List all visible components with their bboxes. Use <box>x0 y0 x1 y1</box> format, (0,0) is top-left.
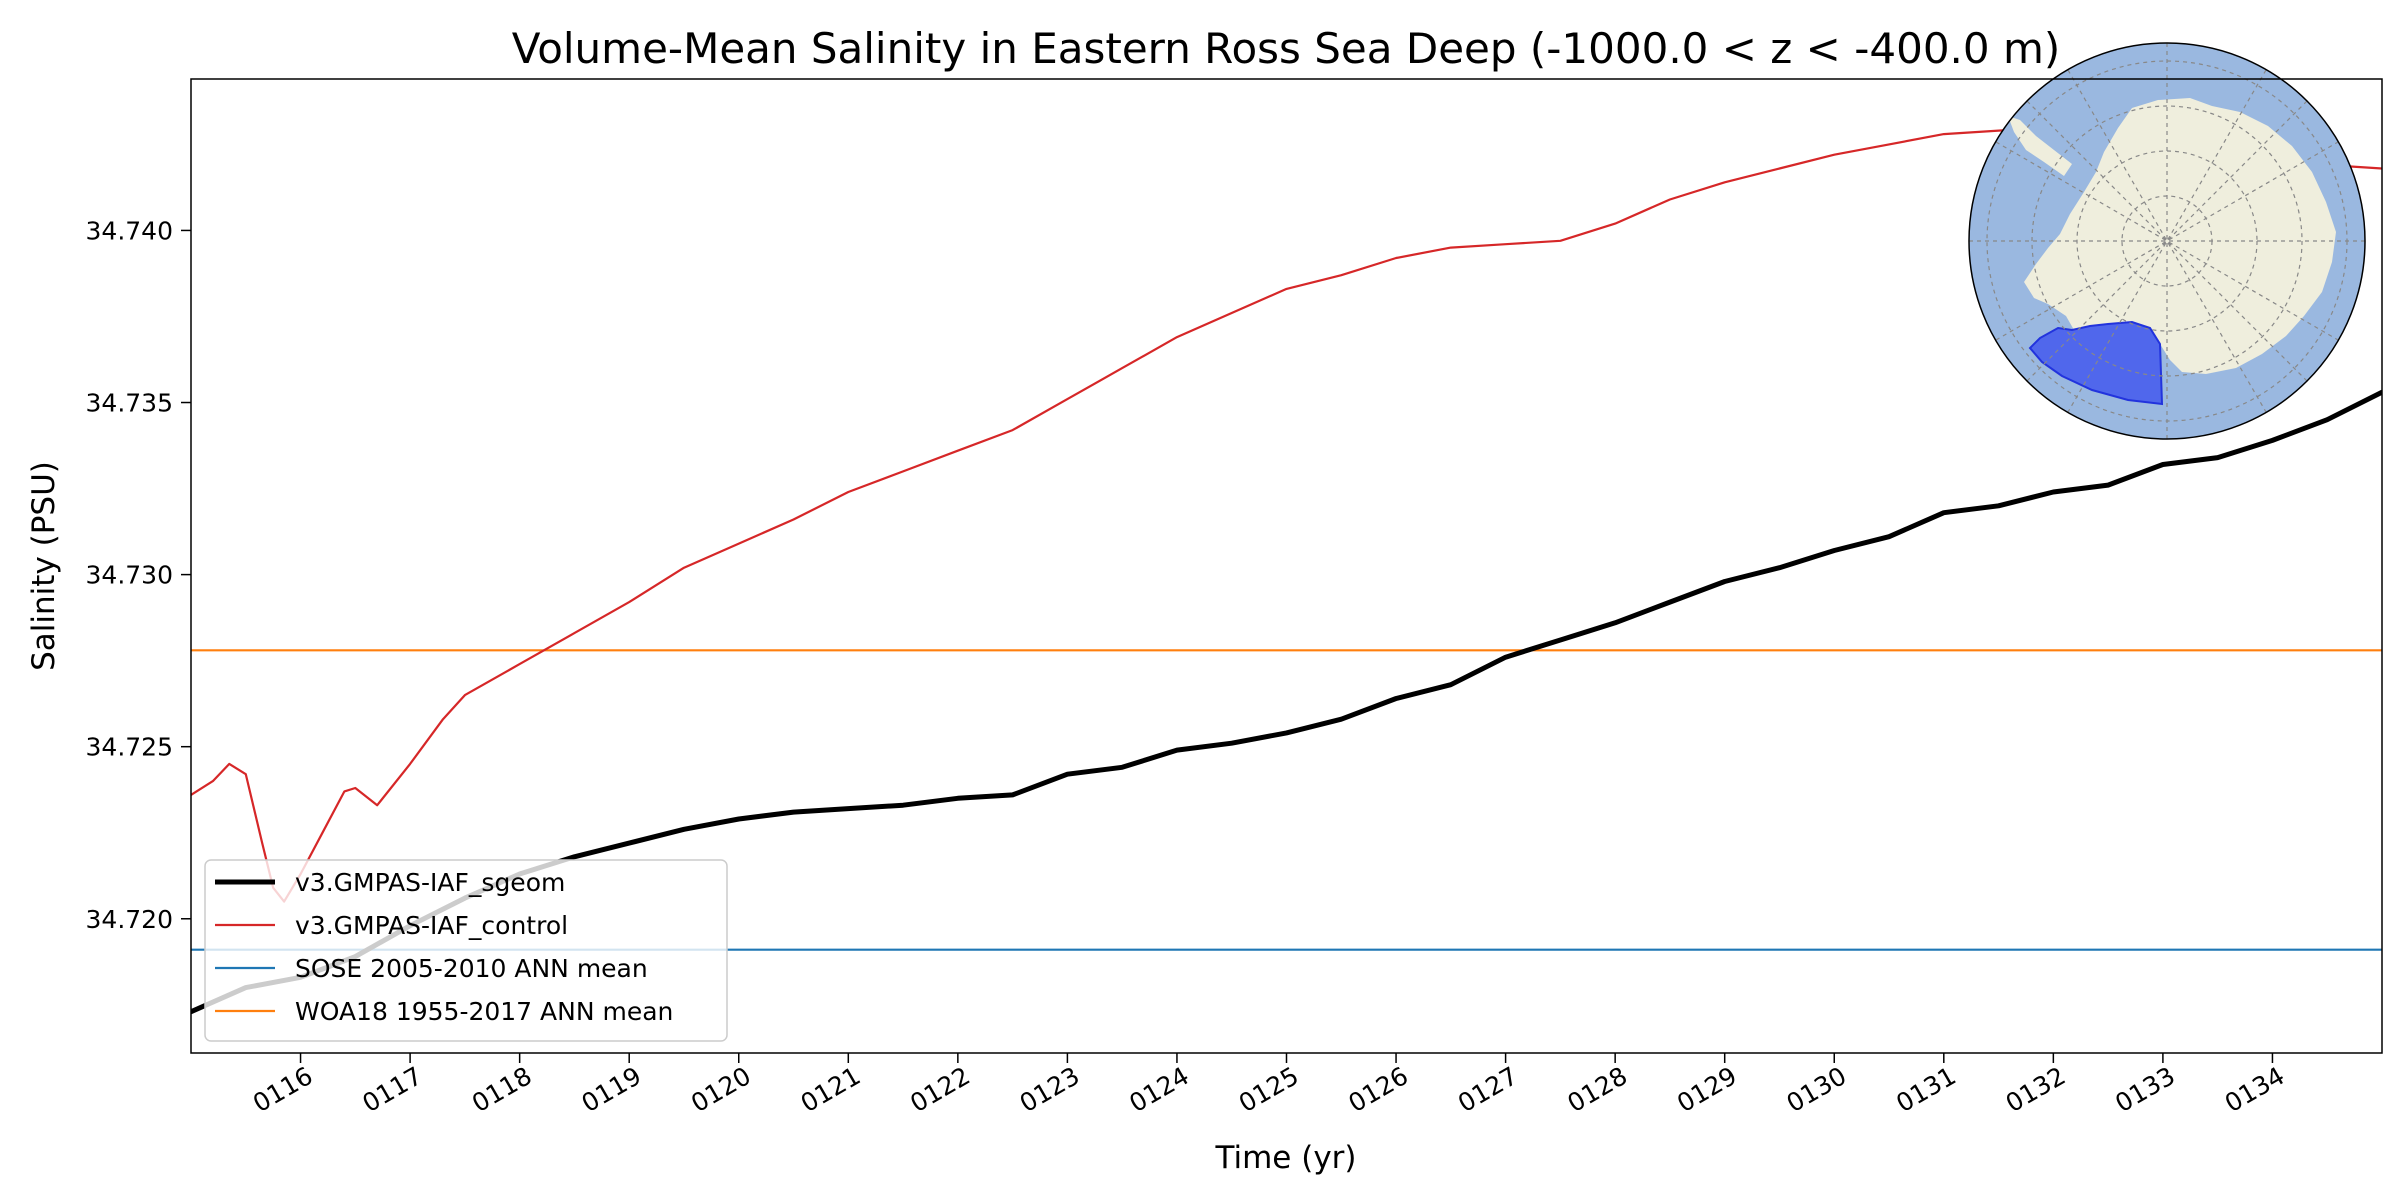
x-tick-label: 0125 <box>1234 1061 1304 1118</box>
y-tick-label: 34.720 <box>86 905 173 934</box>
x-tick-label: 0124 <box>1124 1061 1194 1118</box>
legend-label: v3.GMPAS-IAF_control <box>295 911 568 940</box>
x-tick-label: 0126 <box>1343 1061 1413 1118</box>
x-tick-label: 0119 <box>577 1061 647 1118</box>
legend: v3.GMPAS-IAF_sgeom v3.GMPAS-IAF_control SO… <box>204 859 728 1042</box>
x-tick-label: 0133 <box>2110 1061 2180 1118</box>
x-axis-label: Time (yr) <box>1215 1140 1357 1176</box>
x-tick-label: 0128 <box>1563 1061 1633 1118</box>
y-tick-label: 34.730 <box>86 561 173 590</box>
x-axis: 0116 0117 0118 0119 0120 0121 0122 0123 0124 0125… <box>248 1053 2290 1118</box>
graticule <box>1969 43 2365 439</box>
legend-label: WOA18 1955-2017 ANN mean <box>295 997 673 1026</box>
chart-title: Volume-Mean Salinity in Eastern Ross Sea… <box>512 24 2061 73</box>
legend-label: v3.GMPAS-IAF_sgeom <box>295 868 565 897</box>
antarctica-land-shape <box>2024 98 2336 374</box>
x-tick-label: 0130 <box>1782 1061 1852 1118</box>
x-tick-label: 0131 <box>1891 1061 1961 1118</box>
x-tick-label: 0122 <box>905 1061 975 1118</box>
y-tick-label: 34.735 <box>86 389 173 418</box>
y-tick-label: 34.725 <box>86 733 173 762</box>
x-tick-label: 0129 <box>1672 1061 1742 1118</box>
y-axis: 34.720 34.725 34.730 34.735 34.740 <box>86 216 191 934</box>
x-tick-label: 0132 <box>2001 1061 2071 1118</box>
x-tick-label: 0116 <box>248 1061 318 1118</box>
x-tick-label: 0127 <box>1453 1061 1523 1118</box>
y-tick-label: 34.740 <box>86 216 173 245</box>
y-axis-label: Salinity (PSU) <box>26 461 62 671</box>
x-tick-label: 0117 <box>357 1061 427 1118</box>
legend-box <box>204 859 728 1042</box>
x-tick-label: 0123 <box>1015 1061 1085 1118</box>
x-tick-label: 0121 <box>796 1061 866 1118</box>
x-tick-label: 0118 <box>467 1061 537 1118</box>
series-line-1 <box>191 126 2382 903</box>
legend-label: SOSE 2005-2010 ANN mean <box>295 954 648 983</box>
x-tick-label: 0134 <box>2220 1061 2290 1118</box>
x-tick-label: 0120 <box>686 1061 756 1118</box>
antarctica-region-map-icon <box>1968 42 2366 440</box>
